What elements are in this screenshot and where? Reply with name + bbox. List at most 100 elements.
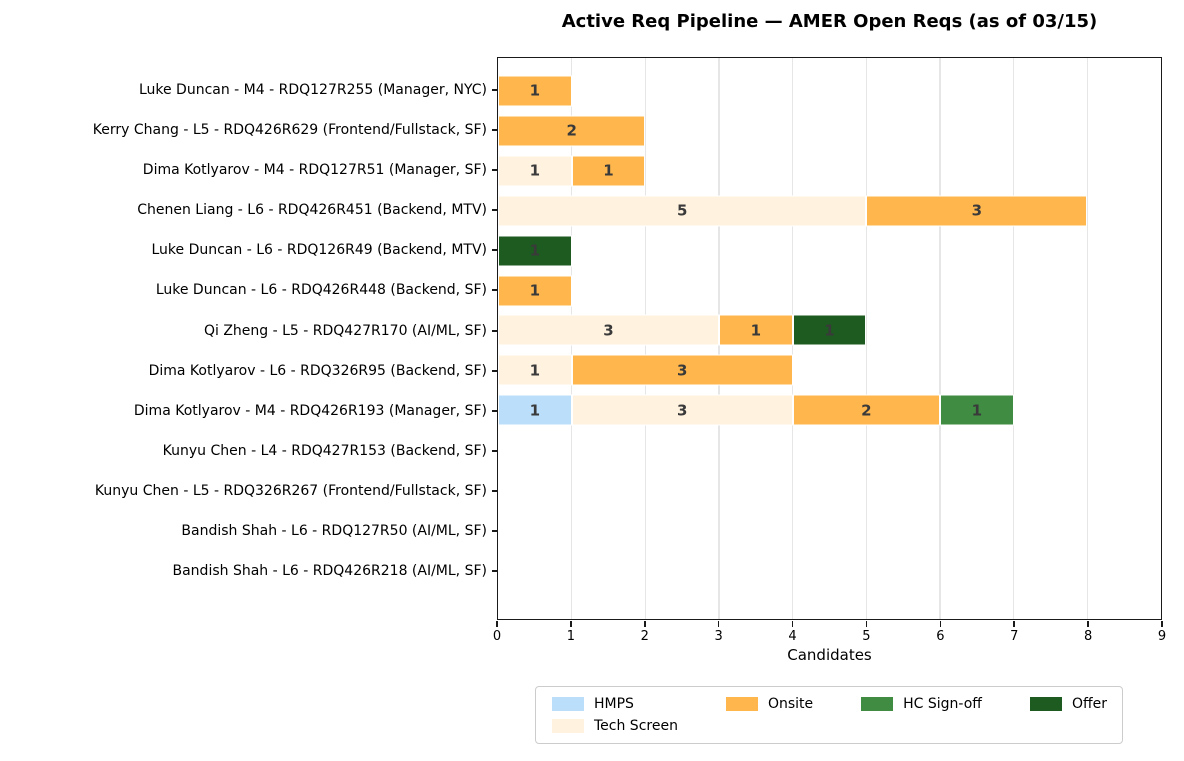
x-tick-label: 7	[1010, 629, 1019, 644]
legend-label: HC Sign-off	[903, 696, 982, 712]
bar-segment-onsite: 3	[866, 195, 1088, 227]
y-tick-mark	[492, 449, 497, 452]
y-tick-mark	[492, 369, 497, 372]
y-label-row: Dima Kotlyarov - M4 - RDQ426R193 (Manage…	[0, 391, 497, 431]
bar-row: 1	[498, 271, 1161, 311]
y-tick-mark	[492, 489, 497, 492]
bar-segment-onsite: 1	[498, 75, 572, 107]
x-tick-label: 6	[936, 629, 945, 644]
y-tick-mark	[492, 409, 497, 412]
y-label-row: Bandish Shah - L6 - RDQ127R50 (AI/ML, SF…	[0, 511, 497, 551]
bar-segment-onsite: 1	[498, 275, 572, 307]
legend-swatch	[861, 697, 894, 711]
y-tick-label: Qi Zheng - L5 - RDQ427R170 (AI/ML, SF)	[203, 322, 487, 339]
bar-segment-onsite: 2	[498, 115, 646, 147]
x-tick-mark	[939, 621, 942, 627]
gridline	[1086, 58, 1089, 619]
y-tick-mark	[492, 89, 497, 92]
x-tick-label: 3	[714, 629, 723, 644]
bar-segment-hmps: 1	[498, 394, 572, 426]
y-tick-label: Dima Kotlyarov - M4 - RDQ127R51 (Manager…	[142, 162, 487, 179]
y-tick-label: Kunyu Chen - L5 - RDQ326R267 (Frontend/F…	[94, 482, 487, 499]
x-tick-mark	[496, 621, 498, 627]
y-label-row: Luke Duncan - L6 - RDQ126R49 (Backend, M…	[0, 230, 497, 270]
legend-item: HC Sign-off	[861, 696, 982, 712]
x-tick-mark	[1161, 621, 1163, 627]
bar-row	[498, 470, 1161, 510]
y-tick-label: Dima Kotlyarov - M4 - RDQ426R193 (Manage…	[133, 402, 487, 419]
x-tick-label: 4	[788, 629, 797, 644]
bar-segment-tech-screen: 3	[571, 394, 793, 426]
bar-segment-hc-sign-off: 1	[940, 394, 1014, 426]
y-tick-label: Bandish Shah - L6 - RDQ127R50 (AI/ML, SF…	[181, 522, 487, 539]
legend-label: HMPS	[594, 696, 634, 712]
y-tick-label: Kerry Chang - L5 - RDQ426R629 (Frontend/…	[92, 122, 487, 139]
bar-segment-onsite: 1	[719, 314, 793, 346]
y-tick-mark	[492, 289, 497, 292]
y-tick-mark	[492, 529, 497, 532]
x-tick-label: 0	[492, 629, 502, 644]
legend: HMPS Onsite HC Sign-off Offer Tech Screen	[535, 686, 1123, 744]
bar-row: 1	[498, 71, 1161, 111]
bar-segment-tech-screen: 3	[498, 314, 719, 346]
y-tick-label: Kunyu Chen - L4 - RDQ427R153 (Backend, S…	[162, 442, 487, 459]
bar-row	[498, 430, 1161, 470]
legend-swatch	[1029, 697, 1062, 711]
y-label-row: Chenen Liang - L6 - RDQ426R451 (Backend,…	[0, 190, 497, 230]
y-tick-label: Chenen Liang - L6 - RDQ426R451 (Backend,…	[137, 202, 487, 219]
legend-item: Onsite	[725, 696, 814, 712]
y-label-row: Dima Kotlyarov - L6 - RDQ326R95 (Backend…	[0, 351, 497, 391]
legend-item: Tech Screen	[552, 718, 678, 734]
y-label-row: Qi Zheng - L5 - RDQ427R170 (AI/ML, SF)	[0, 310, 497, 350]
y-tick-label: Dima Kotlyarov - L6 - RDQ326R95 (Backend…	[148, 362, 487, 379]
y-label-row: Bandish Shah - L6 - RDQ426R218 (AI/ML, S…	[0, 551, 497, 591]
bar-segment-onsite: 1	[571, 155, 646, 187]
bar-segment-offer: 1	[498, 235, 572, 267]
y-tick-label: Bandish Shah - L6 - RDQ426R218 (AI/ML, S…	[172, 562, 488, 579]
y-tick-mark	[492, 249, 497, 252]
x-tick-label: 1	[566, 629, 576, 644]
y-label-row: Dima Kotlyarov - M4 - RDQ127R51 (Manager…	[0, 150, 497, 190]
legend-item: Offer	[1029, 696, 1107, 712]
legend-swatch	[552, 697, 584, 711]
bar-segment-tech-screen: 1	[498, 155, 572, 187]
gridline	[939, 58, 941, 619]
legend-label: Onsite	[767, 696, 814, 712]
y-tick-mark	[492, 329, 497, 332]
y-label-row: Luke Duncan - M4 - RDQ127R255 (Manager, …	[0, 70, 497, 110]
x-tick-mark	[865, 621, 868, 627]
legend-item: HMPS	[552, 696, 678, 712]
y-tick-label: Luke Duncan - M4 - RDQ127R255 (Manager, …	[138, 82, 487, 99]
x-tick-mark	[717, 621, 720, 627]
bar-segment-onsite: 3	[571, 354, 793, 386]
y-tick-mark	[492, 169, 497, 172]
x-tick-mark	[644, 621, 646, 627]
gridline	[1012, 58, 1015, 619]
gridline	[865, 58, 868, 619]
y-tick-label: Luke Duncan - L6 - RDQ126R49 (Backend, M…	[151, 242, 487, 259]
x-axis-title: Candidates	[787, 646, 872, 664]
x-tick-label: 5	[862, 629, 871, 644]
x-axis: 0 1 2 3 4 5 6 7 8 9	[493, 620, 1166, 660]
bar-segment-tech-screen: 5	[498, 195, 867, 227]
y-label-row: Kunyu Chen - L4 - RDQ427R153 (Backend, S…	[0, 431, 497, 471]
bar-segment-offer: 1	[792, 314, 867, 346]
x-tick-mark	[570, 621, 572, 627]
x-tick-mark	[791, 621, 794, 627]
bar-row: 1	[498, 231, 1161, 271]
legend-label: Offer	[1071, 696, 1107, 712]
y-tick-mark	[492, 569, 497, 572]
legend-swatch	[552, 719, 584, 733]
bar-segment-tech-screen: 1	[498, 354, 572, 386]
chart-title: Active Req Pipeline — AMER Open Reqs (as…	[561, 11, 1098, 32]
y-tick-mark	[492, 129, 497, 132]
bar-row: 2	[498, 111, 1161, 151]
y-label-row: Kerry Chang - L5 - RDQ426R629 (Frontend/…	[0, 110, 497, 150]
legend-swatch	[725, 697, 758, 711]
